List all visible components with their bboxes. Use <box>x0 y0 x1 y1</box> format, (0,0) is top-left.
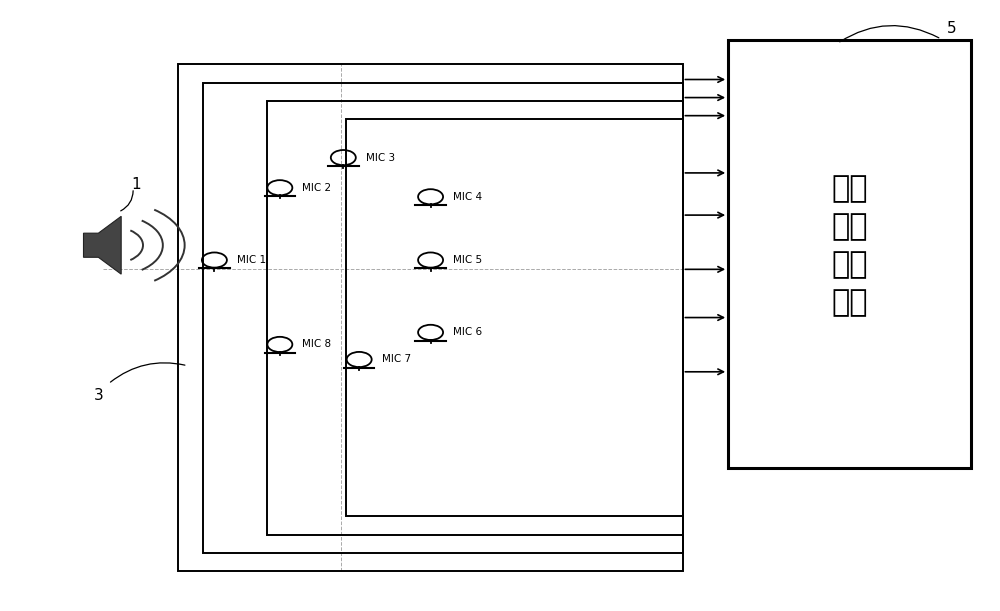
Text: MIC 6: MIC 6 <box>453 327 482 337</box>
Text: MIC 4: MIC 4 <box>453 192 482 202</box>
Text: MIC 7: MIC 7 <box>382 354 411 365</box>
Text: 1: 1 <box>131 177 141 192</box>
Polygon shape <box>84 216 121 274</box>
Bar <box>728 40 971 468</box>
Bar <box>178 64 683 571</box>
Bar <box>346 119 683 516</box>
Bar <box>267 101 683 535</box>
Text: MIC 1: MIC 1 <box>237 255 266 265</box>
Text: MIC 8: MIC 8 <box>302 340 331 349</box>
Bar <box>203 82 683 552</box>
Text: MIC 5: MIC 5 <box>453 255 482 265</box>
Text: MIC 3: MIC 3 <box>366 153 395 163</box>
Text: 3: 3 <box>94 389 103 403</box>
Text: 5: 5 <box>946 21 956 36</box>
Text: 声音
识别
定位
单元: 声音 识别 定位 单元 <box>831 174 868 318</box>
Text: MIC 2: MIC 2 <box>302 183 331 192</box>
